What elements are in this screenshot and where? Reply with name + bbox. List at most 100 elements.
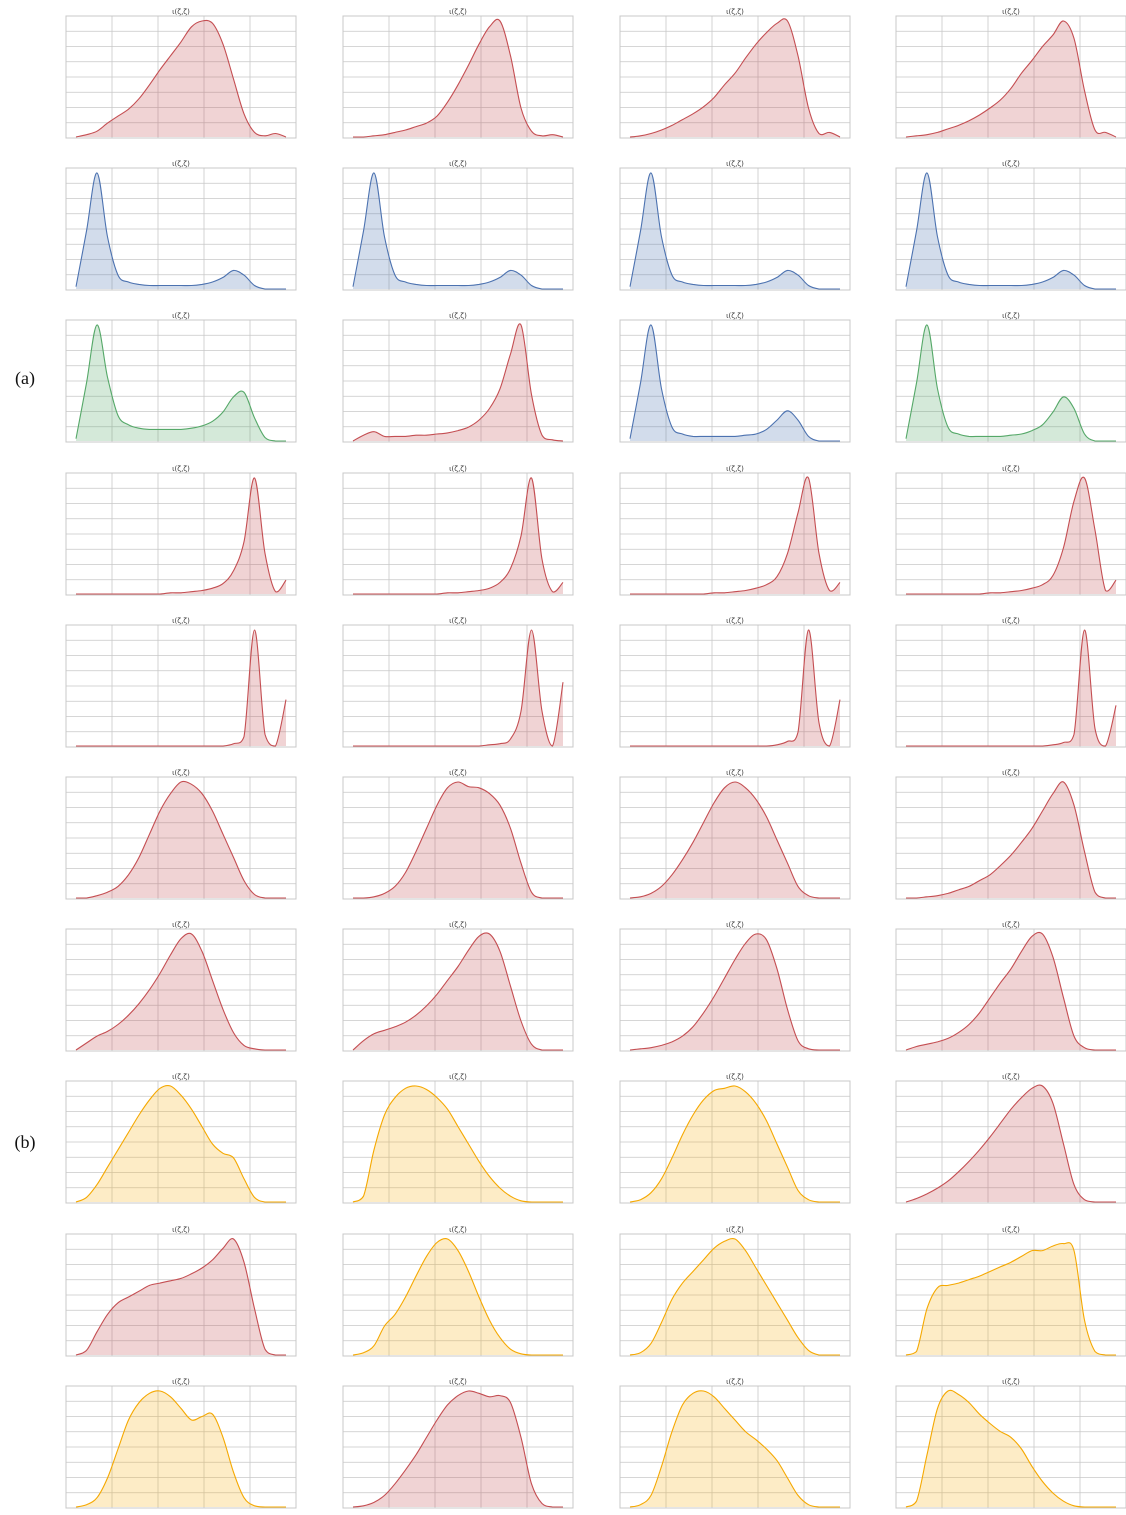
density-curve — [629, 781, 840, 899]
density-curve — [352, 1390, 563, 1508]
panel-title: ι(ζ,ζ) — [1002, 769, 1020, 777]
density-curve — [353, 781, 563, 899]
density-panel: ι(ζ,ζ) — [342, 1073, 574, 1204]
density-panel: ι(ζ,ζ) — [619, 1378, 851, 1509]
panel-title: ι(ζ,ζ) — [726, 1226, 744, 1234]
panel-title: ι(ζ,ζ) — [449, 769, 467, 777]
density-panel: ι(ζ,ζ) — [342, 921, 574, 1052]
panel-title: ι(ζ,ζ) — [172, 1378, 190, 1386]
density-curve — [76, 780, 286, 899]
panel-title: ι(ζ,ζ) — [726, 1073, 744, 1081]
panel-title: ι(ζ,ζ) — [449, 1226, 467, 1234]
panel-title: ι(ζ,ζ) — [1002, 160, 1020, 168]
density-curve — [75, 1238, 286, 1356]
density-panel: ι(ζ,ζ) — [65, 921, 297, 1052]
density-fill — [76, 933, 286, 1050]
panel-title: ι(ζ,ζ) — [726, 617, 744, 625]
density-fill — [906, 1085, 1116, 1202]
density-fill — [906, 629, 1116, 746]
density-curve — [905, 1389, 1116, 1508]
density-fill — [353, 172, 563, 289]
panel-title: ι(ζ,ζ) — [726, 312, 744, 320]
density-curve — [352, 18, 564, 138]
density-fill — [76, 781, 286, 898]
density-curve — [352, 932, 563, 1051]
density-curve — [629, 1237, 840, 1356]
panel-title: ι(ζ,ζ) — [1002, 1226, 1020, 1234]
density-curve — [75, 1084, 286, 1203]
density-panel: ι(ζ,ζ) — [342, 617, 574, 748]
density-curve — [353, 629, 564, 747]
panel-title: ι(ζ,ζ) — [1002, 921, 1020, 929]
density-panel: ι(ζ,ζ) — [619, 1226, 851, 1357]
density-panel: ι(ζ,ζ) — [65, 312, 297, 443]
density-panel: ι(ζ,ζ) — [895, 312, 1126, 443]
density-panel: ι(ζ,ζ) — [342, 8, 574, 139]
panel-title: ι(ζ,ζ) — [726, 1378, 744, 1386]
density-fill — [906, 1242, 1116, 1355]
density-fill — [906, 172, 1116, 289]
panel-title: ι(ζ,ζ) — [726, 465, 744, 473]
density-panel: ι(ζ,ζ) — [619, 921, 851, 1052]
density-fill — [76, 477, 286, 594]
density-panel: ι(ζ,ζ) — [619, 1073, 851, 1204]
density-fill — [353, 630, 563, 746]
panel-title: ι(ζ,ζ) — [172, 312, 190, 320]
density-fill — [630, 1238, 840, 1355]
density-panel: ι(ζ,ζ) — [895, 465, 1126, 596]
panel-title: ι(ζ,ζ) — [449, 312, 467, 320]
density-curve — [75, 172, 286, 290]
density-panel: ι(ζ,ζ) — [65, 8, 297, 139]
density-curve — [75, 932, 286, 1051]
density-curve — [629, 1085, 840, 1203]
density-fill — [906, 1390, 1116, 1507]
density-curve — [906, 781, 1116, 899]
panel-title: ι(ζ,ζ) — [726, 160, 744, 168]
density-panel: ι(ζ,ζ) — [895, 617, 1126, 748]
density-panel: ι(ζ,ζ) — [895, 1226, 1126, 1357]
density-curve — [76, 629, 287, 747]
density-curve — [629, 324, 840, 442]
density-panel: ι(ζ,ζ) — [342, 1226, 574, 1357]
density-panel: ι(ζ,ζ) — [895, 769, 1126, 900]
density-fill — [353, 932, 563, 1050]
density-panel: ι(ζ,ζ) — [619, 8, 851, 139]
density-curve — [76, 477, 287, 595]
density-fill — [906, 932, 1116, 1050]
panel-title: ι(ζ,ζ) — [172, 617, 190, 625]
density-curve — [352, 1085, 563, 1203]
panel-title: ι(ζ,ζ) — [449, 465, 467, 473]
density-panel: ι(ζ,ζ) — [342, 1378, 574, 1509]
panel-title: ι(ζ,ζ) — [726, 921, 744, 929]
density-fill — [353, 323, 563, 441]
density-fill — [76, 20, 286, 138]
density-curve — [75, 324, 286, 442]
density-panel: ι(ζ,ζ) — [619, 160, 851, 291]
panel-title: ι(ζ,ζ) — [1002, 8, 1020, 16]
panel-title: ι(ζ,ζ) — [1002, 617, 1020, 625]
density-panel: ι(ζ,ζ) — [895, 1073, 1126, 1204]
density-curve — [629, 1390, 840, 1508]
density-curve — [75, 1390, 286, 1508]
density-curve — [630, 476, 841, 595]
density-panel: ι(ζ,ζ) — [342, 312, 574, 443]
density-curve — [75, 19, 287, 138]
density-fill — [630, 1085, 840, 1202]
density-curve — [629, 933, 840, 1051]
density-fill — [353, 477, 563, 594]
density-fill — [353, 1390, 563, 1507]
density-fill — [76, 1238, 286, 1355]
density-curve — [352, 1237, 563, 1356]
panel-title: ι(ζ,ζ) — [1002, 465, 1020, 473]
density-fill — [353, 19, 563, 137]
density-curve — [352, 323, 564, 442]
density-panel: ι(ζ,ζ) — [65, 465, 297, 596]
density-curve — [630, 629, 841, 747]
density-fill — [76, 324, 286, 441]
density-curve — [905, 1242, 1116, 1356]
density-panel: ι(ζ,ζ) — [619, 617, 851, 748]
panel-title: ι(ζ,ζ) — [172, 1073, 190, 1081]
density-curve — [905, 324, 1116, 442]
density-fill — [906, 477, 1116, 594]
density-fill — [630, 1390, 840, 1507]
